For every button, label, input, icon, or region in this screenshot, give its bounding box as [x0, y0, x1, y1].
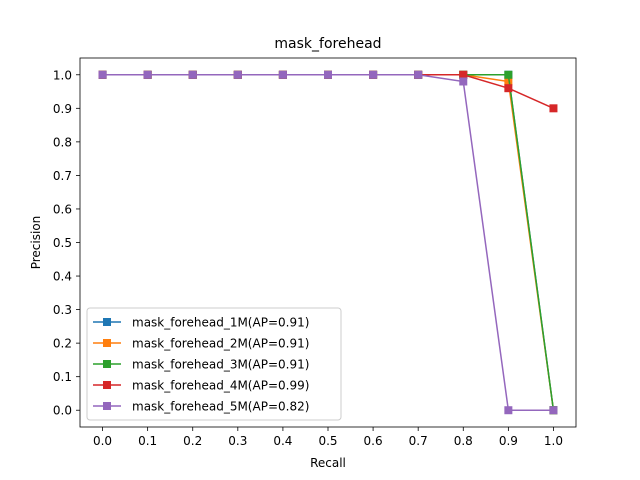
- legend-label: mask_forehead_1M(AP=0.91): [132, 316, 309, 330]
- y-tick-label: 0.3: [53, 303, 72, 317]
- data-point: [459, 70, 468, 79]
- x-tick-label: 0.8: [454, 434, 473, 448]
- y-axis-label: Precision: [29, 216, 43, 270]
- series-5: [98, 70, 558, 415]
- data-point: [233, 70, 242, 79]
- x-axis: 0.0 0.1 0.2 0.3 0.4 0.5 0.6 0.7 0.8 0.9 1.0: [93, 427, 563, 448]
- legend-item: mask_forehead_4M(AP=0.99): [93, 379, 309, 393]
- y-tick-label: 0.6: [53, 202, 72, 216]
- data-point: [143, 70, 152, 79]
- legend-marker: [103, 318, 111, 326]
- data-point: [324, 70, 332, 79]
- legend-label: mask_forehead_4M(AP=0.99): [132, 379, 309, 393]
- data-point: [369, 70, 378, 79]
- data-point: [549, 104, 558, 113]
- x-tick-label: 1.0: [544, 434, 563, 448]
- legend-items: mask_forehead_1M(AP=0.91) mask_forehead_2…: [93, 316, 309, 414]
- legend-label: mask_forehead_3M(AP=0.91): [132, 358, 309, 372]
- x-tick-label: 0.0: [93, 434, 112, 448]
- data-point: [459, 77, 468, 86]
- y-tick-label: 0.8: [53, 135, 72, 149]
- plot-area: [79, 57, 577, 428]
- legend-label: mask_forehead_5M(AP=0.82): [132, 400, 309, 414]
- y-tick-label: 0.9: [53, 102, 72, 116]
- x-tick-label: 0.3: [228, 434, 247, 448]
- x-axis-label: Recall: [310, 456, 346, 470]
- legend-item: mask_forehead_2M(AP=0.91): [93, 337, 309, 351]
- series-layer: [98, 70, 558, 415]
- x-tick-label: 0.6: [364, 434, 383, 448]
- data-point: [414, 70, 423, 79]
- y-tick-label: 0.4: [53, 270, 72, 284]
- chart-title: mask_forehead: [274, 36, 381, 52]
- y-axis: 0.0 0.1 0.2 0.3 0.4 0.5 0.6 0.7 0.8 0.9 1.0: [53, 68, 80, 418]
- legend-item: mask_forehead_3M(AP=0.91): [93, 358, 309, 372]
- x-tick-label: 0.1: [138, 434, 157, 448]
- x-tick-label: 0.2: [183, 434, 202, 448]
- data-point: [98, 70, 107, 79]
- data-point: [504, 70, 513, 79]
- data-point: [504, 77, 513, 86]
- legend-marker: [103, 339, 111, 347]
- y-tick-label: 1.0: [53, 68, 72, 82]
- data-point: [278, 70, 287, 79]
- legend-box: [86, 307, 342, 421]
- data-point: [188, 70, 197, 79]
- legend-label: mask_forehead_2M(AP=0.91): [132, 337, 309, 351]
- x-tick-label: 0.4: [273, 434, 292, 448]
- legend-marker: [103, 402, 111, 410]
- data-point: [549, 406, 558, 415]
- x-tick-label: 0.5: [318, 434, 337, 448]
- legend-item: mask_forehead_1M(AP=0.91): [93, 316, 309, 330]
- y-tick-label: 0.7: [53, 169, 72, 183]
- x-tick-label: 0.9: [499, 434, 518, 448]
- y-tick-label: 0.5: [53, 236, 72, 250]
- legend: mask_forehead_1M(AP=0.91) mask_forehead_2…: [86, 307, 342, 421]
- x-tick-label: 0.7: [409, 434, 428, 448]
- data-point: [504, 84, 513, 93]
- y-tick-label: 0.1: [53, 370, 72, 384]
- legend-marker: [103, 360, 111, 368]
- legend-marker: [103, 381, 111, 389]
- legend-item: mask_forehead_5M(AP=0.82): [93, 400, 309, 414]
- y-tick-label: 0.0: [53, 404, 72, 418]
- y-tick-label: 0.2: [53, 337, 72, 351]
- data-point: [504, 406, 513, 415]
